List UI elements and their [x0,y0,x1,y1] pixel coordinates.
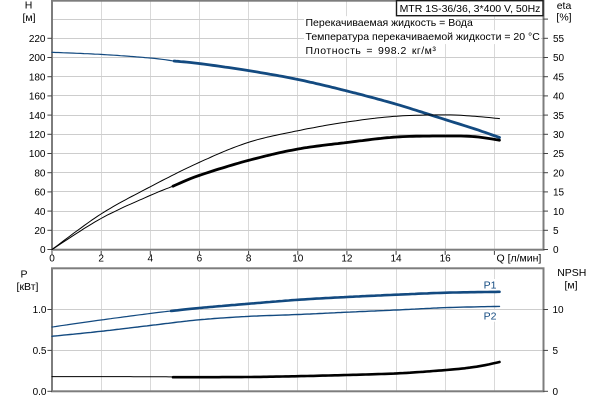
svg-text:8: 8 [246,254,252,265]
svg-text:25: 25 [553,149,565,160]
svg-text:Температура перекачиваемой жид: Температура перекачиваемой жидкости = 20… [306,31,541,43]
svg-text:220: 220 [29,34,46,45]
svg-text:10: 10 [553,305,565,316]
svg-text:55: 55 [553,34,565,45]
svg-text:10: 10 [553,207,565,218]
svg-text:0.0: 0.0 [33,387,47,398]
svg-text:200: 200 [29,53,46,64]
svg-text:40: 40 [553,92,565,103]
svg-text:1.0: 1.0 [33,305,47,316]
svg-text:140: 140 [29,111,46,122]
svg-text:100: 100 [29,149,46,160]
svg-text:80: 80 [34,168,46,179]
svg-text:15: 15 [553,188,565,199]
svg-text:5: 5 [553,226,559,237]
svg-text:12: 12 [341,254,353,265]
svg-text:P: P [20,269,27,281]
svg-text:16: 16 [440,254,452,265]
svg-text:NPSH: NPSH [557,267,586,279]
svg-text:40: 40 [34,207,46,218]
svg-text:30: 30 [553,130,565,141]
svg-text:Перекачиваемая жидкость = Вода: Перекачиваемая жидкость = Вода [306,17,473,29]
svg-text:0: 0 [553,387,559,398]
svg-text:eta: eta [557,0,572,12]
svg-text:0.5: 0.5 [33,346,47,357]
svg-text:4: 4 [148,254,154,265]
svg-text:P1: P1 [484,279,497,291]
svg-text:5: 5 [553,346,559,357]
svg-text:0: 0 [49,254,55,265]
svg-text:160: 160 [29,92,46,103]
svg-text:180: 180 [29,72,46,83]
svg-text:0: 0 [553,245,559,256]
svg-text:2: 2 [98,254,104,265]
svg-text:H: H [25,0,33,12]
svg-text:[м]: [м] [22,12,35,24]
svg-text:[кВт]: [кВт] [17,281,39,293]
svg-text:6: 6 [197,254,203,265]
svg-text:20: 20 [34,226,46,237]
svg-text:14: 14 [390,254,402,265]
svg-text:50: 50 [553,53,565,64]
svg-text:[%]: [%] [556,12,571,24]
svg-text:0: 0 [40,245,46,256]
svg-text:P2: P2 [484,311,497,323]
svg-text:10: 10 [292,254,304,265]
svg-text:Q [л/мин]: Q [л/мин] [497,253,542,265]
svg-text:20: 20 [553,168,565,179]
svg-text:35: 35 [553,111,565,122]
svg-text:[м]: [м] [564,280,577,292]
svg-text:60: 60 [34,188,46,199]
svg-text:MTR 1S-36/36, 3*400 V, 50Hz: MTR 1S-36/36, 3*400 V, 50Hz [400,3,541,15]
svg-text:45: 45 [553,72,565,83]
svg-text:120: 120 [29,130,46,141]
svg-text:Плотность = 998.2 кг/м³: Плотность = 998.2 кг/м³ [306,45,437,57]
